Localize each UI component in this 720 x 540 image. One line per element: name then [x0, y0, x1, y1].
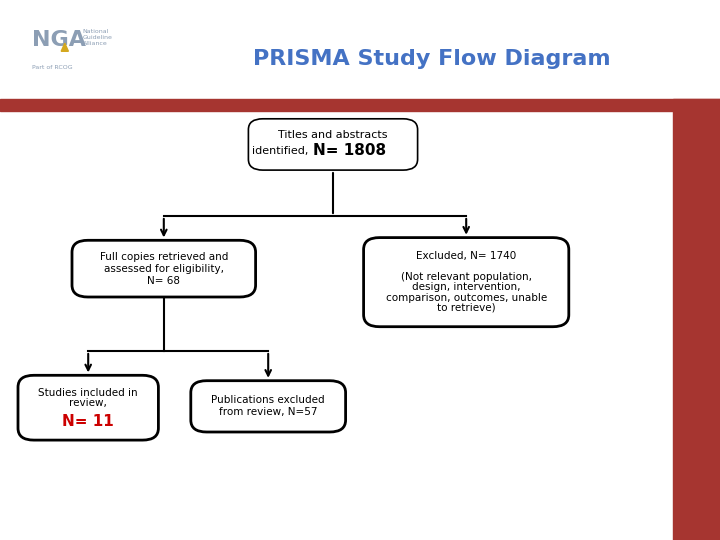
Text: from review, N=57: from review, N=57: [219, 407, 318, 417]
Text: National
Guideline
Alliance: National Guideline Alliance: [83, 29, 112, 46]
Text: N= 11: N= 11: [63, 414, 114, 429]
FancyBboxPatch shape: [364, 238, 569, 327]
Text: review,: review,: [69, 399, 107, 408]
Text: Studies included in: Studies included in: [38, 388, 138, 397]
Bar: [673, 99, 720, 540]
FancyBboxPatch shape: [72, 240, 256, 297]
Text: identified,: identified,: [251, 146, 311, 156]
FancyBboxPatch shape: [248, 119, 418, 170]
Polygon shape: [61, 43, 68, 51]
Text: design, intervention,: design, intervention,: [412, 282, 521, 292]
Text: Publications excluded: Publications excluded: [212, 395, 325, 406]
Text: Part of RCOG: Part of RCOG: [32, 65, 73, 70]
Text: Excluded, N= 1740: Excluded, N= 1740: [416, 252, 516, 261]
Text: to retrieve): to retrieve): [437, 303, 495, 313]
Text: Full copies retrieved and: Full copies retrieved and: [99, 252, 228, 262]
Text: N= 1808: N= 1808: [312, 144, 386, 158]
Text: PRISMA Study Flow Diagram: PRISMA Study Flow Diagram: [253, 49, 611, 70]
Text: comparison, outcomes, unable: comparison, outcomes, unable: [386, 293, 546, 302]
Text: (Not relevant population,: (Not relevant population,: [401, 272, 531, 282]
Bar: [0, 99, 720, 111]
Text: assessed for eligibility,: assessed for eligibility,: [104, 264, 224, 274]
Text: NGA: NGA: [32, 30, 86, 51]
Text: Titles and abstracts: Titles and abstracts: [278, 130, 388, 140]
FancyBboxPatch shape: [191, 381, 346, 432]
FancyBboxPatch shape: [18, 375, 158, 440]
Text: N= 68: N= 68: [148, 275, 180, 286]
